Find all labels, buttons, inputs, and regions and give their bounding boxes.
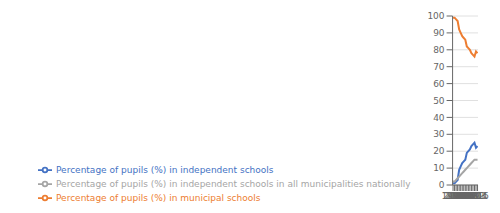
html-text:Percentage of pupils (%) in in: Percentage of pupils (%) in independent … — [56, 178, 411, 189]
svg-text:20: 20 — [433, 146, 445, 156]
svg-text:90: 90 — [433, 28, 445, 38]
svg-text:30: 30 — [433, 129, 445, 139]
svg-text:80: 80 — [433, 45, 445, 55]
svg-text:100: 100 — [427, 11, 444, 21]
svg-text:10: 10 — [433, 163, 445, 173]
svg-text:70: 70 — [433, 62, 445, 72]
svg-text:60: 60 — [433, 79, 445, 89]
svg-text:2015: 2015 — [466, 191, 489, 201]
svg-text:40: 40 — [433, 113, 445, 123]
html-text:Percentage of pupils (%) in in: Percentage of pupils (%) in independent … — [56, 164, 274, 175]
html-text:Percentage of pupils (%) in mu: Percentage of pupils (%) in municipal sc… — [56, 192, 261, 203]
svg-text:0: 0 — [439, 180, 445, 190]
svg-text:50: 50 — [433, 96, 445, 106]
